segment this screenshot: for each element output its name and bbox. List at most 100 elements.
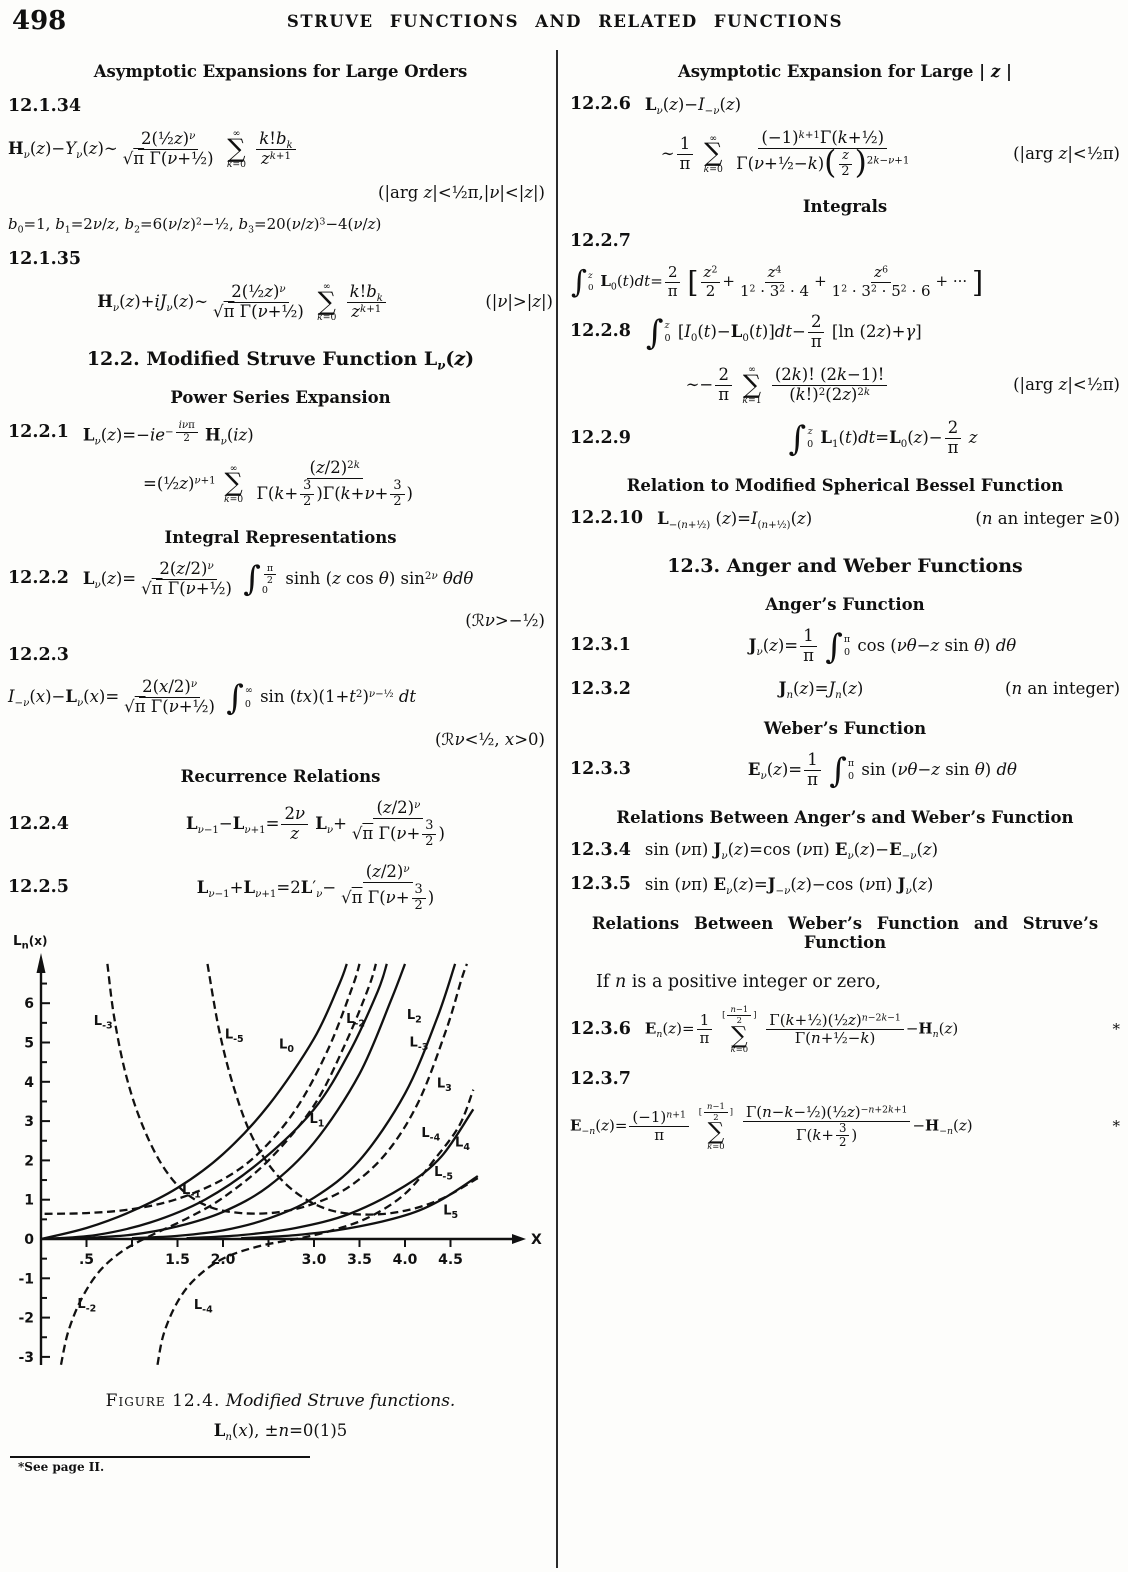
curve-L2 — [77, 963, 407, 1240]
y-tick-label: -2 — [18, 1310, 34, 1326]
footnote-text: *See page II. — [18, 1459, 105, 1474]
curve-label-L2: L2 — [407, 1007, 422, 1025]
page-number: 498 — [12, 6, 67, 36]
equation-body: ∫ z 0 L0(t)dt= 2 π [z2 2 + z4 12 · 32 · 4 + z6 12 ·… — [571, 263, 984, 300]
subsection-heading: Recurrence Relations — [180, 767, 381, 787]
equation-number-12.3.2: 12.3.2 — [570, 678, 631, 699]
equation-12.3.1: 12.3.1 Jν(z)= 1 π ∫ π 0 cos (νθ−z sin θ) dθ — [570, 625, 1120, 666]
equation-line: ∫ z 0 L0(t)dt= 2 π [z2 2 + z4 12 · 32 · 4 + z6 12 ·… — [570, 264, 1120, 300]
equation-12.3.3: 12.3.3 Eν(z)= 1 π ∫ π 0 sin (νθ−z sin θ) dθ — [570, 749, 1120, 790]
equation-body: Eν(z)= 1 π ∫ π 0 sin (νθ−z sin θ) dθ — [747, 749, 1017, 790]
curve-L-3 — [106, 963, 468, 1215]
equation-number-12.3.5: 12.3.5 — [570, 874, 631, 895]
subsection-heading: Relation to Modified Spherical Bessel Fu… — [626, 475, 1064, 495]
equation-condition: (ℛν<½, x>0) — [434, 730, 545, 750]
equation-line: Hν(z)−Yν(z)∼ 2(½z)ν √π Γ(ν+½) ∞ ∑ k=0 k!bk zk… — [8, 129, 553, 170]
x-tick-label: 4.0 — [393, 1252, 418, 1268]
equation-number-12.2.10: 12.2.10 — [570, 507, 644, 528]
equation-line: ∼ 1 π ∞ ∑ k=0 (−1)k+1Γ(k+½) Γ(ν+½−k)(z 2)2k−ν+… — [570, 127, 1120, 182]
curve-L1 — [40, 963, 388, 1240]
equation-line: ∼− 2 π ∞ ∑ k=1 (2k)! (2k−1)! (k!)2(2z)2k (|arg… — [570, 365, 1120, 406]
curve-label-L1: L1 — [309, 1112, 324, 1130]
equation-number-12.2.9: 12.2.9 — [570, 427, 631, 448]
equation-12.2.9: 12.2.9 ∫ z 0 L1(t)dt=L0(z)− 2 π z — [570, 418, 1120, 458]
equation-condition: (|arg z|<½π) — [1013, 143, 1120, 163]
equation-condition: (n an integer) — [1005, 679, 1120, 699]
column-divider — [556, 50, 558, 1568]
equation-number-12.3.3: 12.3.3 — [570, 759, 631, 780]
equation-line: E−n(z)= (−1)n+1 π [n−1 2] ∑ k=0 Γ(n−k−½)(½z)−… — [570, 1101, 1121, 1152]
equation-number-12.2.3: 12.2.3 — [8, 645, 69, 666]
curve-L-1 — [44, 963, 361, 1215]
subsection-heading: Relations Between Anger’s and Weber’s Fu… — [616, 807, 1074, 827]
equation-12.3.4: 12.3.4 sin (νπ) Jν(z)=cos (νπ) Eν(z)−E−ν(… — [570, 840, 1120, 862]
x-tick-label: .5 — [79, 1252, 94, 1268]
subsection-heading: Power Series Expansion — [170, 387, 391, 407]
equation-body: ∼ 1 π ∞ ∑ k=0 (−1)k+1Γ(k+½) Γ(ν+½−k)(z 2)2k−ν+… — [660, 127, 910, 182]
x-tick-label: 3.5 — [347, 1252, 372, 1268]
equation-number-12.2.1: 12.2.1 — [8, 422, 69, 443]
y-tick-label: 2 — [24, 1153, 34, 1169]
subsection-heading: Asymptotic Expansions for Large Orders — [93, 62, 468, 81]
curve-L-5 — [206, 963, 479, 1216]
curve-label-L5: L5 — [443, 1203, 458, 1221]
curve-label-L-4: L-4 — [194, 1297, 213, 1315]
equation-body: E−n(z)= (−1)n+1 π [n−1 2] ∑ k=0 Γ(n−k−½)(½z)−… — [570, 1101, 973, 1152]
equation-12.2.8: 12.2.8 ∫ z 0 [I0(t)−L0(t)]dt− 2 π [ln (2z)+γ] — [570, 312, 1120, 352]
curve-label-L-3: L-3 — [410, 1035, 429, 1053]
figure-12-4: Ln(x) X .5 1.5 2.0 3.0 3.5 4.0 4.5 -3 -2 -1 0 1 2 3 4 5 6 L… — [8, 927, 553, 1474]
y-tick-label: 4 — [24, 1074, 34, 1090]
equation-number-12.2.7: 12.2.7 — [570, 231, 631, 252]
y-tick-label: 0 — [24, 1232, 34, 1248]
equation-body: En(z)= 1 π [n−1 2] ∑ k=0 Γ(k+½)(½z)n−2k−1 Γ(n+… — [644, 1004, 959, 1055]
figure-subcaption: Ln(x), ±n=0(1)5 — [213, 1420, 348, 1443]
y-tick-label: 5 — [24, 1035, 34, 1051]
equation-condition: (ℛν>−½) — [465, 611, 545, 631]
equation-condition: * — [1112, 1117, 1121, 1136]
curve-label-L-1: L-1 — [182, 1182, 201, 1200]
equation-12.3.6: 12.3.6 En(z)= 1 π [n−1 2] ∑ k=0 Γ(k+½)(½z)n−2k… — [570, 1004, 1120, 1055]
page-header: 498 STRUVE FUNCTIONS AND RELATED FUNCTIO… — [8, 4, 1122, 44]
y-axis-arrow — [36, 952, 46, 973]
equation-number-12.3.4: 12.3.4 — [570, 839, 631, 860]
y-tick-label: 3 — [24, 1114, 34, 1130]
equation-body: Jn(z)=Jn(z) — [778, 679, 864, 702]
equation-12.2.1: 12.2.1 Lν(z)=−ie− iνπ 2 Hν(iz) — [8, 420, 553, 447]
y-tick-label: 6 — [24, 996, 34, 1012]
equation-12.2.10: 12.2.10 L−(n+½) (z)=I(n+½)(z) (n an intege… — [570, 508, 1120, 530]
equation-12.2.5: 12.2.5 Lν−1+Lν+1=2L′ν− (z/2)ν √π Γ(ν+ 3 2) — [8, 861, 553, 914]
x-axis-title: X — [531, 1232, 542, 1248]
subsection-heading: Weber’s Function — [763, 718, 927, 738]
running-title: STRUVE FUNCTIONS AND RELATED FUNCTIONS — [286, 12, 844, 31]
equation-body: sin (νπ) Eν(z)=J−ν(z)−cos (νπ) Jν(z) — [644, 875, 934, 898]
subsection-heading: Anger’s Function — [765, 594, 925, 614]
curve-label-L-5: L-5 — [434, 1165, 453, 1183]
equation-body: Jν(z)= 1 π ∫ π 0 cos (νθ−z sin θ) dθ — [748, 625, 1017, 666]
right-column: Asymptotic Expansion for Large | z | 12.2… — [563, 44, 1122, 1568]
equation-body: Lν(z)= 2(z/2)ν √π Γ(ν+½) ∫ π 2 0 sinh (z cos … — [82, 558, 474, 599]
equation-condition: (|arg z|<½π,|ν|<|z|) — [378, 183, 545, 203]
equation-line: b0=1, b1=2ν/z, b2=6(ν/z)2−½, b3=20(ν/z)3… — [8, 215, 553, 236]
x-tick-label: 4.5 — [438, 1252, 463, 1268]
figure-12-4-chart: Ln(x) X .5 1.5 2.0 3.0 3.5 4.0 4.5 -3 -2 -1 0 1 2 3 4 5 6 L… — [13, 933, 542, 1366]
equation-body: =(½z)ν+1 ∞ ∑ k=0 (z/2)2k Γ(k+ 3 2)Γ(k+ν+ 3 2) — [143, 457, 413, 509]
equation-body: b0=1, b1=2ν/z, b2=6(ν/z)2−½, b3=20(ν/z)3… — [8, 215, 382, 236]
curve-L3 — [131, 963, 457, 1239]
equation-body: Lν−1+Lν+1=2L′ν− (z/2)ν √π Γ(ν+ 3 2) — [196, 861, 435, 913]
equation-number-12.3.7: 12.3.7 — [570, 1069, 631, 1090]
x-tick-label: 3.0 — [302, 1252, 327, 1268]
equation-body: sin (νπ) Jν(z)=cos (νπ) Eν(z)−E−ν(z) — [644, 840, 939, 863]
subsection-heading: Asymptotic Expansion for Large | z | — [677, 62, 1013, 81]
equation-body: Hν(z)−Yν(z)∼ 2(½z)ν √π Γ(ν+½) ∞ ∑ k=0 k!bk zk… — [8, 129, 553, 170]
equation-body: Hν(z)+iJν(z)∼ 2(½z)ν √π Γ(ν+½) ∞ ∑ k=0 k!bk z… — [8, 282, 477, 323]
equation-number-12.2.6: 12.2.6 — [570, 94, 631, 114]
equation-body: ∼− 2 π ∞ ∑ k=1 (2k)! (2k−1)! (k!)2(2z)2k — [570, 365, 1005, 406]
equation-12.2.2: 12.2.2 Lν(z)= 2(z/2)ν √π Γ(ν+½) ∫ π 2 0 sinh (… — [8, 558, 553, 599]
curve-label-L-4: L-4 — [421, 1125, 440, 1143]
equation-line: Hν(z)+iJν(z)∼ 2(½z)ν √π Γ(ν+½) ∞ ∑ k=0 k!bk z… — [8, 282, 553, 323]
equation-number-12.2.8: 12.2.8 — [570, 321, 631, 342]
curve-L-2 — [59, 963, 378, 1365]
curve-label-L-2: L-2 — [77, 1296, 96, 1314]
equation-body: Lν−1−Lν+1= 2ν z Lν+ (z/2)ν √π Γ(ν+ 3 2) — [186, 798, 445, 850]
